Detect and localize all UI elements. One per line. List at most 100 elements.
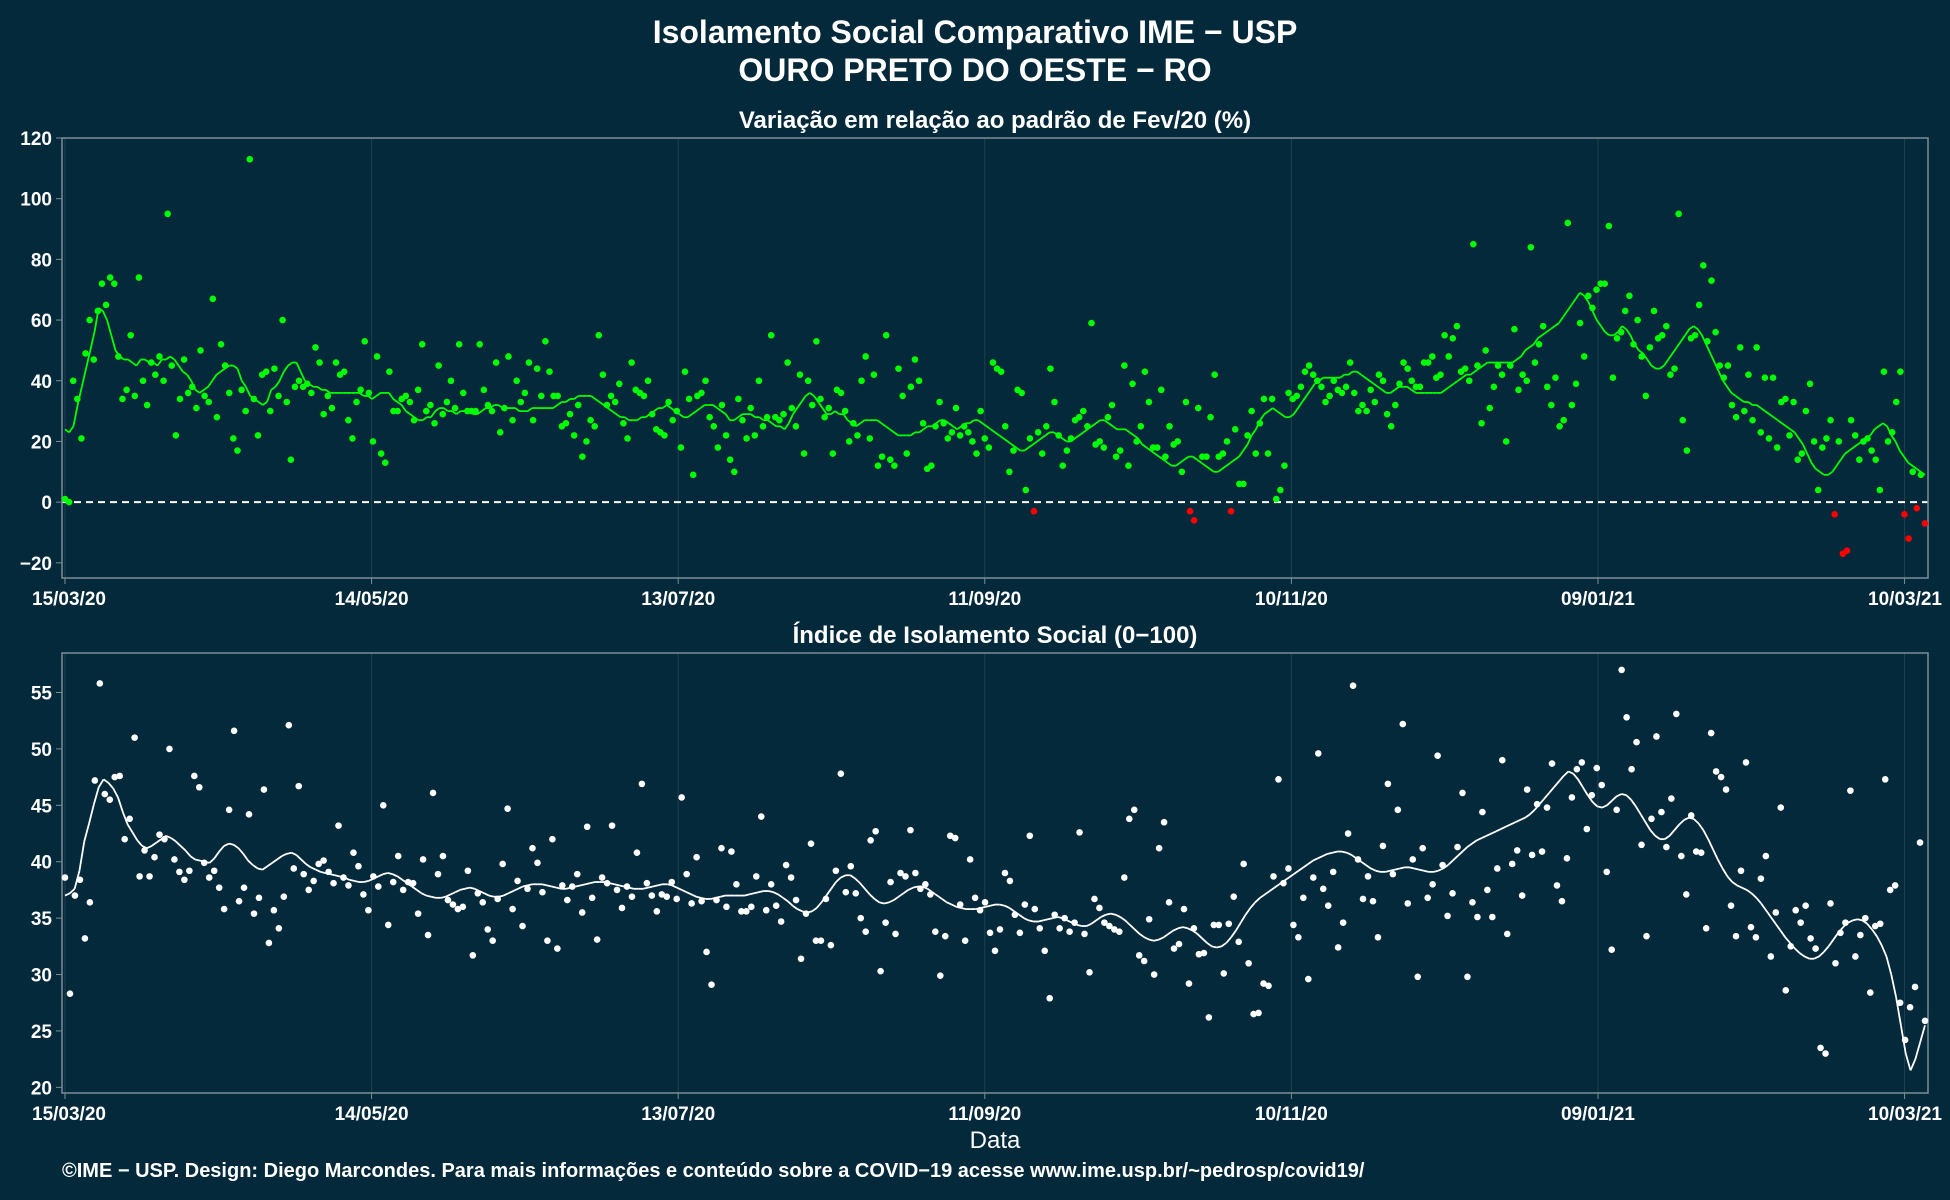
data-point <box>1079 407 1087 415</box>
data-point <box>1404 365 1411 372</box>
moving-average-segment <box>1726 386 1733 394</box>
x-tick-label: 13/07/20 <box>641 1104 715 1125</box>
data-point <box>1593 764 1601 772</box>
moving-average-segment <box>1777 419 1783 424</box>
moving-average-segment <box>1360 373 1366 379</box>
moving-average-segment <box>396 875 403 881</box>
moving-average-segment <box>514 407 521 412</box>
data-point <box>1777 804 1785 811</box>
x-tick-label: 09/01/21 <box>1561 589 1635 610</box>
moving-average-segment <box>1524 813 1531 819</box>
data-point <box>1598 781 1606 789</box>
moving-average-segment <box>590 395 596 400</box>
data-point <box>812 937 820 944</box>
data-point <box>1309 874 1317 881</box>
data-point <box>800 450 808 457</box>
moving-average-segment <box>165 355 171 361</box>
moving-average-segment <box>565 398 571 403</box>
data-point <box>817 395 824 403</box>
data-point <box>1580 353 1588 360</box>
data-point <box>847 862 855 870</box>
data-point <box>1363 407 1370 415</box>
data-point <box>837 389 845 397</box>
moving-average-segment <box>291 851 297 856</box>
moving-average-segment <box>636 416 643 421</box>
moving-average-segment <box>367 395 373 400</box>
data-point <box>176 395 184 403</box>
data-point <box>628 893 636 900</box>
data-point <box>1802 407 1810 415</box>
moving-average-segment <box>1835 459 1842 467</box>
data-point <box>1762 852 1770 860</box>
moving-average-segment <box>1141 443 1148 449</box>
data-point <box>1230 893 1238 900</box>
moving-average-segment <box>859 419 866 424</box>
data-point <box>1572 380 1580 388</box>
moving-average-segment <box>1461 373 1467 379</box>
data-point <box>345 416 352 424</box>
data-point <box>1568 794 1576 801</box>
data-point <box>1314 750 1322 757</box>
data-point <box>821 413 828 421</box>
moving-average-segment <box>252 864 259 870</box>
data-point <box>369 438 377 445</box>
moving-average-segment <box>1201 937 1208 944</box>
moving-average-segment <box>1747 401 1753 406</box>
moving-average-segment <box>935 419 941 424</box>
data-point <box>1314 377 1321 385</box>
data-point <box>484 926 492 933</box>
data-point <box>1121 874 1128 881</box>
moving-average-segment <box>1076 924 1082 927</box>
data-point <box>1059 462 1067 470</box>
moving-average-segment <box>1869 428 1876 436</box>
data-point <box>1112 453 1120 460</box>
data-point <box>143 401 151 409</box>
data-point <box>455 341 463 348</box>
moving-average-segment <box>233 844 239 849</box>
data-point <box>767 331 775 339</box>
moving-average-segment <box>1250 428 1257 436</box>
moving-average-segment <box>375 392 382 397</box>
moving-average-segment <box>1680 334 1686 342</box>
moving-average-segment <box>334 874 340 878</box>
data-point <box>394 407 401 415</box>
data-point <box>1767 953 1775 960</box>
data-point <box>1240 480 1247 488</box>
data-point <box>505 353 512 360</box>
moving-average-segment <box>1074 434 1080 440</box>
data-point <box>965 429 972 436</box>
data-point <box>131 392 139 400</box>
data-point <box>1170 945 1178 952</box>
data-point <box>1823 435 1830 442</box>
data-point <box>1601 280 1609 287</box>
data-point <box>802 910 810 917</box>
moving-average-segment <box>696 895 702 899</box>
data-point <box>870 371 878 378</box>
moving-average-segment <box>918 428 924 434</box>
moving-average-segment <box>1225 936 1232 944</box>
moving-average-segment <box>68 425 75 433</box>
data-point <box>1704 338 1711 345</box>
moving-average-segment <box>695 407 701 412</box>
data-point <box>678 794 685 801</box>
data-point <box>476 341 484 348</box>
data-point <box>1116 447 1124 454</box>
data-point <box>643 879 651 887</box>
moving-average-segment <box>93 787 100 805</box>
data-point <box>1511 325 1518 333</box>
data-point <box>941 932 949 940</box>
data-point <box>215 884 223 891</box>
data-point <box>698 897 705 905</box>
moving-average-segment <box>990 428 996 434</box>
moving-average-segment <box>1206 942 1213 948</box>
moving-average-segment <box>270 386 276 391</box>
data-point <box>406 398 414 406</box>
data-point <box>960 422 968 430</box>
data-point <box>1211 371 1218 378</box>
data-point <box>1901 510 1908 518</box>
x-tick-label: 15/03/20 <box>32 589 106 610</box>
moving-average-segment <box>800 395 807 403</box>
main-subtitle: OURO PRETO DO OESTE − RO <box>738 52 1212 88</box>
moving-average-segment <box>744 893 750 897</box>
moving-average-segment <box>445 893 451 898</box>
